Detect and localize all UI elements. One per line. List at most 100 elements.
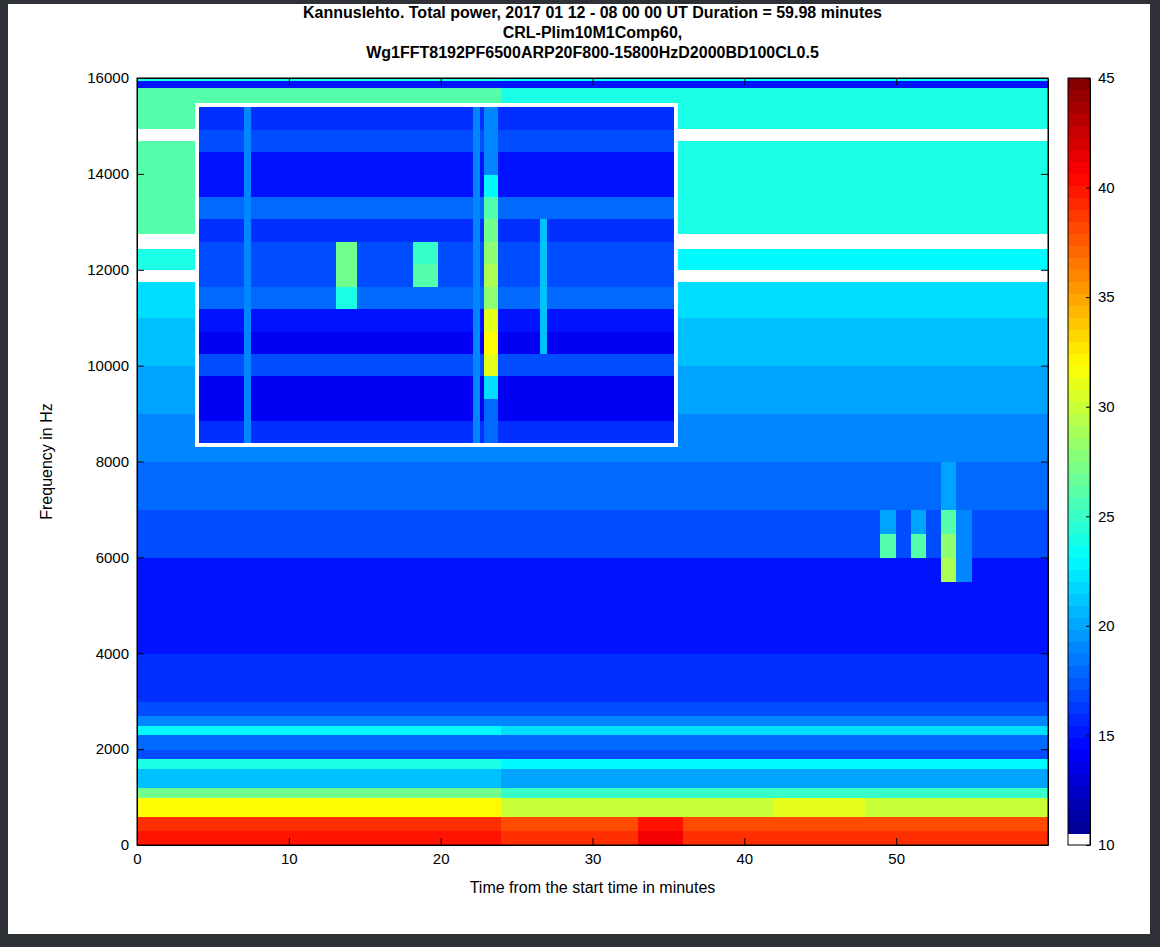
cell <box>926 768 942 788</box>
colorbar-step <box>1068 761 1090 774</box>
cell <box>896 725 912 735</box>
cell <box>896 248 912 270</box>
cell <box>972 413 1003 462</box>
cell <box>972 557 1003 582</box>
cell <box>683 787 730 798</box>
cell <box>498 308 541 332</box>
cell <box>273 734 320 750</box>
tick <box>896 78 897 85</box>
cell <box>473 129 481 152</box>
cell <box>251 174 337 197</box>
cell <box>546 797 593 817</box>
cell <box>865 816 881 831</box>
cell <box>546 557 593 582</box>
cell <box>357 174 414 197</box>
cell <box>638 581 684 606</box>
cell <box>319 758 365 769</box>
cell <box>911 173 927 234</box>
cell <box>896 173 912 234</box>
cell <box>896 605 912 654</box>
cell <box>498 331 541 354</box>
cell <box>865 605 881 654</box>
cell <box>228 509 274 534</box>
cell <box>547 241 674 264</box>
tick-label: 6000 <box>96 549 129 566</box>
colorbar-step <box>1068 641 1090 654</box>
cell <box>865 533 881 558</box>
cell <box>972 758 1003 769</box>
cell <box>244 331 252 354</box>
cell <box>926 509 942 534</box>
cell <box>413 263 439 287</box>
cell <box>956 233 973 249</box>
axis-yticks: 0200040006000800010000120001400016000 <box>87 69 144 853</box>
tick-label: 2000 <box>96 740 129 757</box>
cell <box>638 749 684 759</box>
cell <box>137 461 183 510</box>
colorbar-step <box>1068 257 1090 270</box>
cell <box>774 269 821 282</box>
cell <box>413 420 439 443</box>
cell <box>683 715 730 726</box>
cell <box>911 269 927 282</box>
cell <box>972 281 1003 318</box>
cell <box>547 353 674 376</box>
cell <box>896 128 912 141</box>
cell <box>228 557 274 582</box>
cell <box>683 701 730 716</box>
cell <box>273 533 320 558</box>
cell <box>540 331 548 354</box>
cell <box>926 701 942 716</box>
cell <box>880 248 897 270</box>
cell <box>820 768 866 788</box>
cell <box>480 151 484 175</box>
cell <box>137 653 183 702</box>
cell <box>774 581 821 606</box>
cell <box>1002 749 1048 759</box>
tick-mark <box>1041 270 1048 271</box>
colorbar-step <box>1068 773 1090 786</box>
cell <box>480 353 484 376</box>
tick <box>441 78 442 85</box>
cell <box>547 107 674 130</box>
cell <box>865 128 881 141</box>
cell <box>410 533 456 558</box>
cell <box>498 353 541 376</box>
cell <box>729 605 775 654</box>
cell <box>592 701 639 716</box>
cell <box>547 398 674 421</box>
cell <box>926 248 942 270</box>
heatmap-cells <box>199 107 674 443</box>
cell <box>729 768 775 788</box>
cell <box>182 557 229 582</box>
cell <box>972 653 1003 702</box>
cell <box>182 701 229 716</box>
cell <box>911 413 927 462</box>
cell <box>357 151 414 175</box>
cell <box>774 758 821 769</box>
cell <box>956 787 973 798</box>
cell <box>244 263 252 287</box>
cell <box>729 173 775 234</box>
cell <box>956 128 973 141</box>
cell <box>480 129 484 152</box>
cell <box>774 734 821 750</box>
cell <box>480 375 484 399</box>
cell <box>501 797 547 817</box>
cell <box>473 107 481 130</box>
cell <box>683 80 730 88</box>
cell <box>273 758 320 769</box>
heatmap-cells <box>137 78 1048 845</box>
cell <box>774 653 821 702</box>
cell <box>774 128 821 141</box>
cell <box>319 715 365 726</box>
cell <box>896 365 912 414</box>
cell <box>137 509 183 534</box>
tick-label: 30 <box>585 850 602 867</box>
colorbar-step <box>1068 797 1090 810</box>
cell <box>865 173 881 234</box>
cell <box>820 461 866 510</box>
cell <box>484 353 499 376</box>
tick-label: 4000 <box>96 645 129 662</box>
cell <box>199 308 245 332</box>
